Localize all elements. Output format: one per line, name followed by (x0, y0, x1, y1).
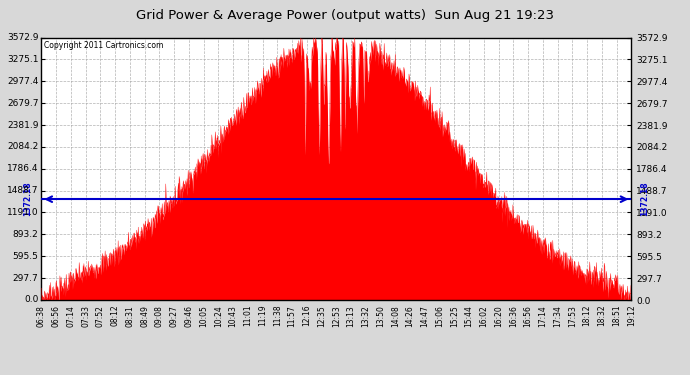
Text: 1372.18: 1372.18 (640, 182, 649, 216)
Text: 1786.4: 1786.4 (7, 164, 39, 173)
Text: 1488.7: 1488.7 (7, 186, 39, 195)
Text: 1372.18: 1372.18 (23, 182, 32, 216)
Text: 595.5: 595.5 (12, 252, 39, 261)
Text: Grid Power & Average Power (output watts)  Sun Aug 21 19:23: Grid Power & Average Power (output watts… (136, 9, 554, 22)
Text: 0.0: 0.0 (24, 296, 39, 304)
Text: 297.7: 297.7 (12, 274, 39, 283)
Text: 3572.9: 3572.9 (7, 33, 39, 42)
Text: 2381.9: 2381.9 (7, 120, 39, 129)
Text: 2084.2: 2084.2 (7, 142, 39, 152)
Text: 1191.0: 1191.0 (7, 208, 39, 217)
Text: 2679.7: 2679.7 (7, 99, 39, 108)
Text: 2977.4: 2977.4 (7, 77, 39, 86)
Text: 893.2: 893.2 (12, 230, 39, 239)
Text: 3275.1: 3275.1 (7, 55, 39, 64)
Text: Copyright 2011 Cartronics.com: Copyright 2011 Cartronics.com (44, 42, 164, 51)
